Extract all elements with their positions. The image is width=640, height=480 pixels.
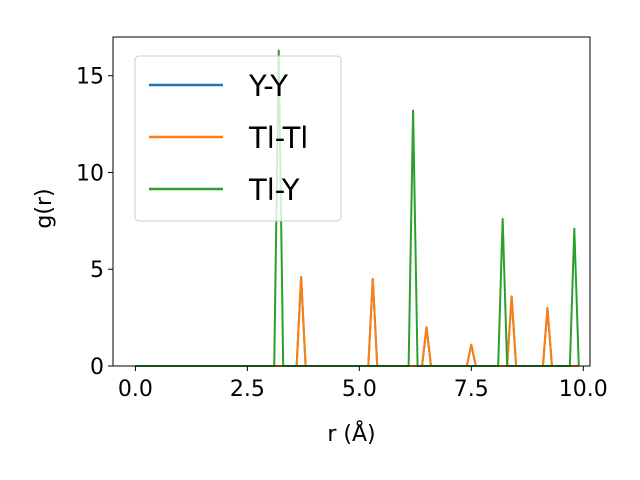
legend-label-y-y: Y-Y	[248, 69, 288, 103]
legend: Y-Y Tl-Tl Tl-Y	[134, 55, 342, 222]
x-axis: 0.0 2.5 5.0 7.5 10.0	[118, 366, 608, 402]
y-tick-label: 15	[76, 65, 104, 90]
y-tick-label: 10	[76, 161, 104, 186]
x-axis-label: r (Å)	[327, 420, 375, 447]
y-axis-label: g(r)	[32, 188, 57, 228]
legend-label-tl-y: Tl-Y	[248, 173, 300, 207]
x-tick-label: 2.5	[230, 377, 265, 402]
plot-frame	[112, 36, 591, 367]
x-tick-label: 0.0	[118, 377, 153, 402]
legend-box	[134, 55, 342, 222]
y-tick-label: 5	[90, 258, 104, 283]
y-axis: 0 5 10 15	[76, 65, 113, 380]
x-tick-label: 5.0	[342, 377, 377, 402]
x-tick-label: 10.0	[559, 377, 608, 402]
y-tick-label: 0	[90, 355, 104, 380]
legend-label-tl-tl: Tl-Tl	[248, 121, 308, 155]
x-tick-label: 7.5	[454, 377, 489, 402]
